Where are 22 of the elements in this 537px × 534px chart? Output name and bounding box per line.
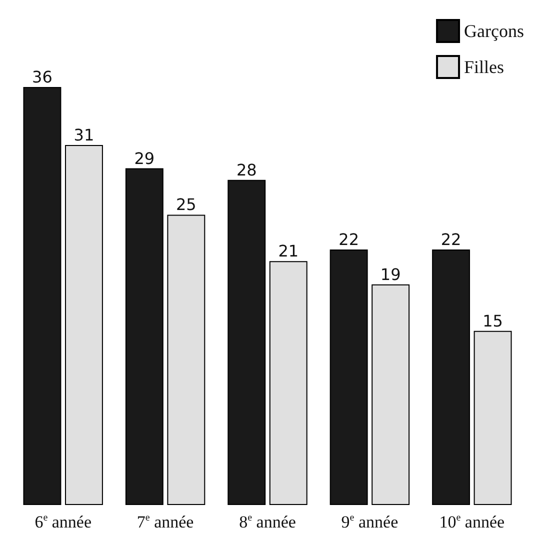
data-label: 36 [32, 68, 52, 86]
bar [330, 250, 368, 505]
data-label: 21 [278, 242, 299, 261]
bar [432, 250, 470, 505]
data-label: 31 [74, 126, 94, 145]
data-label: 22 [338, 230, 359, 250]
bar [372, 284, 410, 505]
data-label: 29 [134, 148, 155, 168]
data-label: 15 [482, 311, 503, 330]
bar [167, 214, 206, 505]
data-label: 19 [380, 264, 401, 284]
bar [228, 180, 266, 505]
data-label: 28 [236, 160, 257, 180]
bar [125, 168, 164, 505]
data-label: 22 [440, 230, 462, 250]
bar [474, 330, 512, 505]
bar [269, 261, 308, 505]
bar [65, 145, 103, 505]
legend-label: Filles [464, 57, 504, 77]
bar [23, 87, 62, 505]
data-label: 25 [176, 195, 196, 214]
legend-label: Garçons [464, 21, 524, 41]
